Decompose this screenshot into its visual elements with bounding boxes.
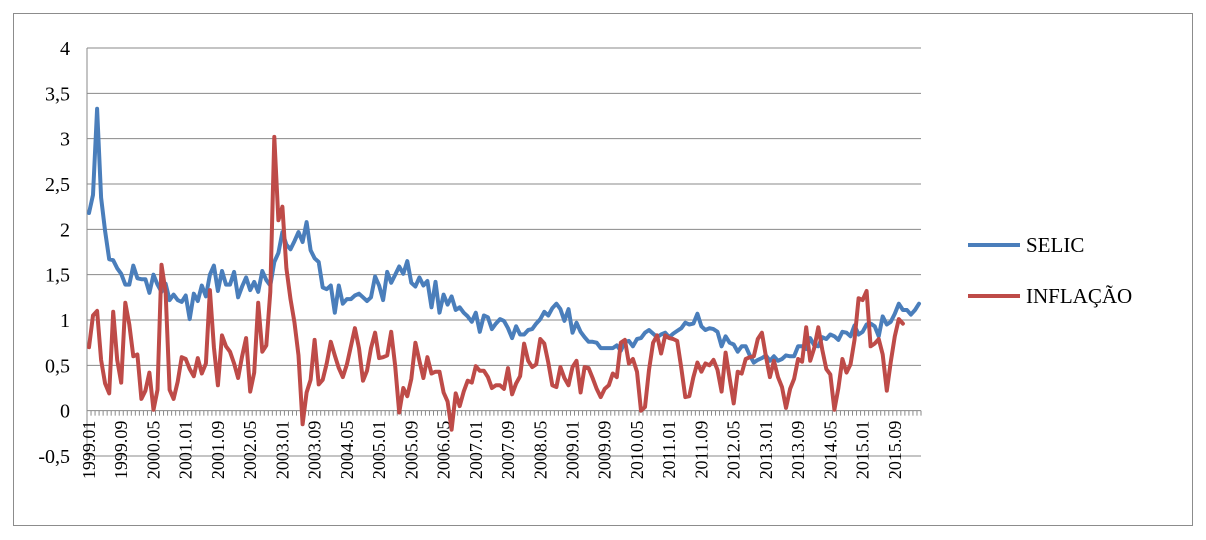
x-tick-label: 2009.01 xyxy=(562,421,582,480)
x-tick-label: 2004.05 xyxy=(337,421,357,480)
x-tick-label: 2015.09 xyxy=(885,421,905,480)
x-tick-label: 2013.09 xyxy=(788,421,808,480)
x-tick-label: 2001.01 xyxy=(176,421,196,480)
x-tick-label: 2010.05 xyxy=(627,421,647,480)
x-tick-label: 2005.01 xyxy=(369,421,389,480)
y-tick-label: 2 xyxy=(60,219,70,241)
y-tick-label: 4 xyxy=(60,38,70,60)
x-tick-label: 2007.01 xyxy=(466,421,486,480)
legend-label: SELIC xyxy=(1026,233,1084,257)
legend: SELIC INFLAÇÃO xyxy=(968,233,1132,308)
x-tick-label: 2013.01 xyxy=(756,421,776,480)
x-axis-tick-labels: 1999.01 1999.09 2000.05 2001.01 2001.09 2002.… xyxy=(79,421,905,480)
x-tick-label: 1999.09 xyxy=(111,421,131,480)
y-tick-label: 0 xyxy=(60,401,70,423)
y-tick-label: 1 xyxy=(60,310,70,332)
chart-frame xyxy=(13,13,1193,526)
series-line-selic xyxy=(87,106,921,365)
x-tick-label: 2007.09 xyxy=(498,421,518,480)
y-tick-label: 3 xyxy=(60,129,70,151)
y-axis-tick-labels: 4 3,5 3 2,5 2 1,5 1 0,5 0 -0,5 xyxy=(38,38,70,468)
x-tick-label: 2002.05 xyxy=(240,421,260,480)
x-tick-label: 2015.01 xyxy=(853,421,873,480)
x-tick-label: 1999.01 xyxy=(79,421,99,480)
y-tick-label: 3,5 xyxy=(45,83,70,105)
x-tick-label: 2006.05 xyxy=(434,421,454,480)
x-tick-label: 2005.09 xyxy=(401,421,421,480)
x-tick-label: 2014.05 xyxy=(820,421,840,480)
x-tick-label: 2000.05 xyxy=(143,421,163,480)
series-lines xyxy=(87,106,921,432)
x-tick-label: 2003.01 xyxy=(272,421,292,480)
x-tick-label: 2001.09 xyxy=(208,421,228,480)
axes xyxy=(86,48,922,456)
x-tick-label: 2008.05 xyxy=(530,421,550,480)
x-tick-label: 2011.09 xyxy=(691,421,711,479)
y-tick-label: 1,5 xyxy=(45,265,70,287)
series-line-inflação xyxy=(87,134,905,432)
x-tick-label: 2003.09 xyxy=(305,421,325,480)
x-tick-label: 2012.05 xyxy=(724,421,744,480)
x-tick-label: 2009.09 xyxy=(595,421,615,480)
legend-label: INFLAÇÃO xyxy=(1026,284,1132,308)
y-tick-label: 0,5 xyxy=(45,355,70,377)
y-tick-label: -0,5 xyxy=(38,446,70,468)
x-tick-label: 2011.01 xyxy=(659,421,679,479)
gridlines xyxy=(87,47,921,457)
y-tick-label: 2,5 xyxy=(45,174,70,196)
